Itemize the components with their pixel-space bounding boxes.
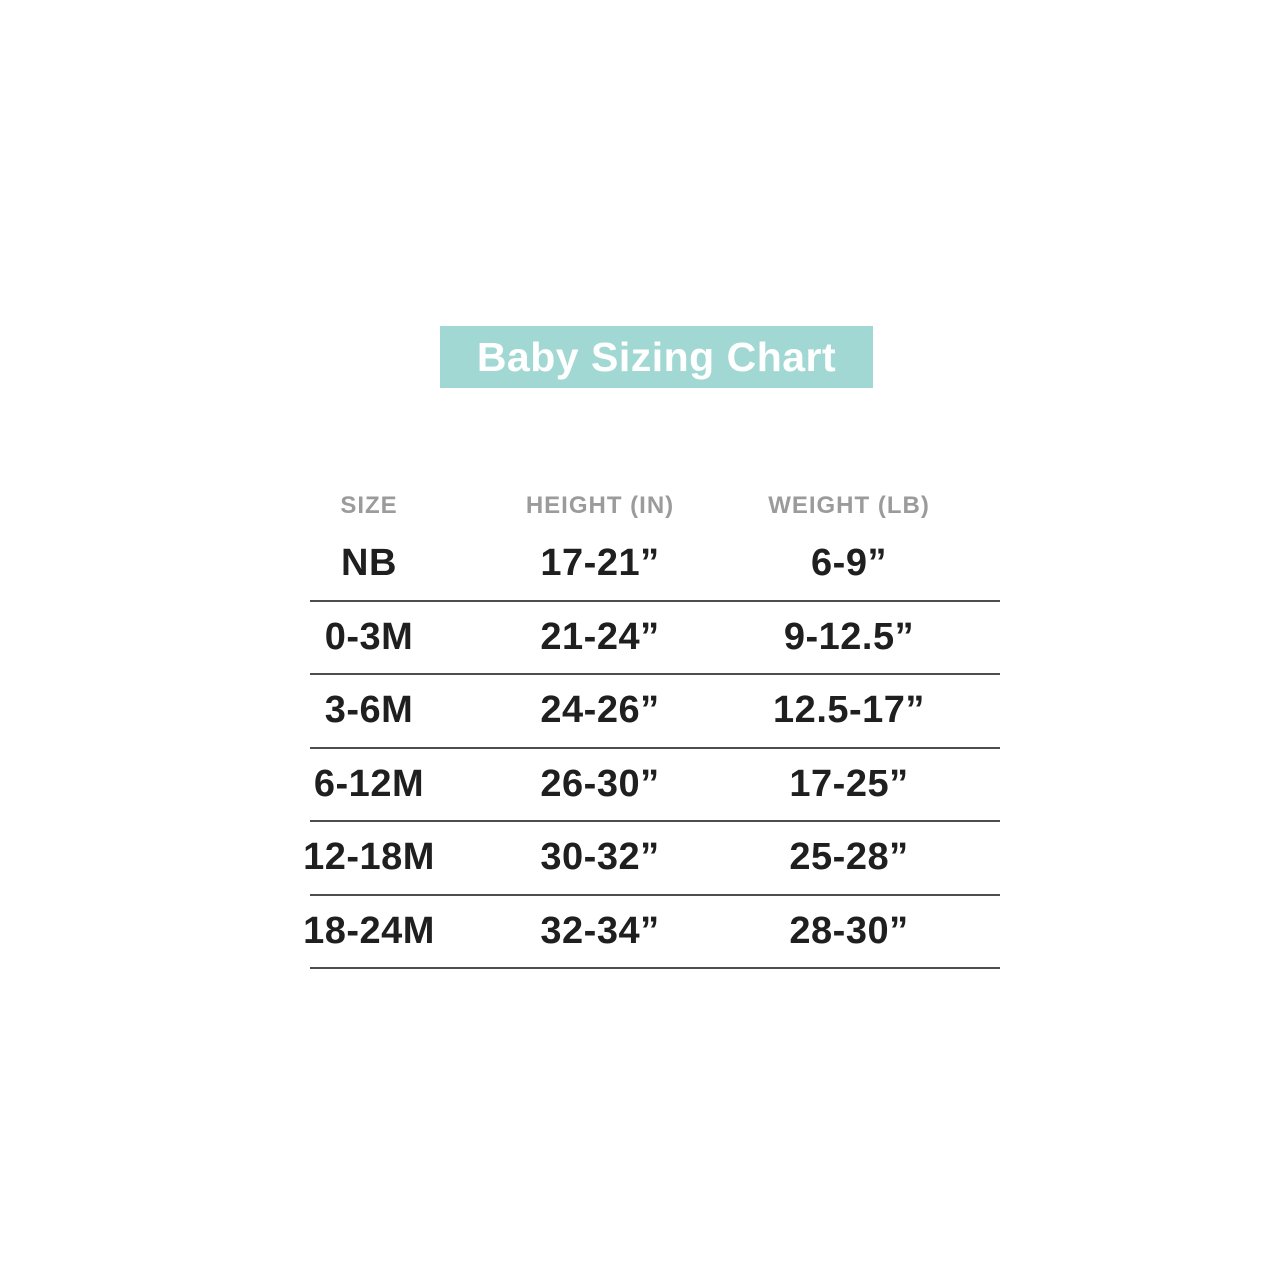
height-value: 32-34” [540,909,660,952]
weight-value: 17-25” [789,762,909,805]
weight-value: 9-12.5” [783,615,915,658]
table-row: NB 17-21” 6-9” [310,528,1000,602]
size-value: 12-18M [303,836,435,879]
weight-value: 25-28” [789,836,909,879]
height-value: 17-21” [540,542,660,585]
column-header-height: HEIGHT (IN) [525,492,675,519]
height-value: 21-24” [540,615,660,658]
weight-value: 6-9” [811,542,887,585]
height-value: 24-26” [540,689,660,732]
row-spacer [926,896,1000,968]
table-row: 18-24M 32-34” 28-30” [303,896,1000,969]
table-header-row: SIZE HEIGHT (IN) WEIGHT (LB) [310,484,1000,528]
column-header-size: SIZE [340,492,398,519]
table-row: 3-6M 24-26” 12.5-17” [310,675,1000,749]
height-value: 30-32” [540,836,660,879]
table-row: 0-3M 21-24” 9-12.5” [310,602,1000,675]
row-spacer [926,602,1000,674]
row-spacer [926,822,1000,894]
row-spacer [926,528,1000,600]
page-title-label: Baby Sizing Chart [476,333,837,380]
page-title: Baby Sizing Chart [440,326,873,388]
size-value: 18-24M [303,909,435,952]
weight-value: 28-30” [789,909,909,952]
weight-value: 12.5-17” [773,689,925,732]
size-value: NB [341,542,397,585]
column-header-weight: WEIGHT (LB) [768,492,930,519]
sizing-table: SIZE HEIGHT (IN) WEIGHT (LB) NB 17-21” 6… [303,484,1000,969]
size-value: 3-6M [324,689,414,732]
size-value: 6-12M [313,762,425,805]
column-header-spacer [926,484,1000,528]
size-value: 0-3M [324,615,414,658]
row-spacer [926,675,1000,747]
table-row: 12-18M 30-32” 25-28” [303,822,1000,896]
row-spacer [926,749,1000,821]
table-row: 6-12M 26-30” 17-25” [310,749,1000,822]
height-value: 26-30” [540,762,660,805]
